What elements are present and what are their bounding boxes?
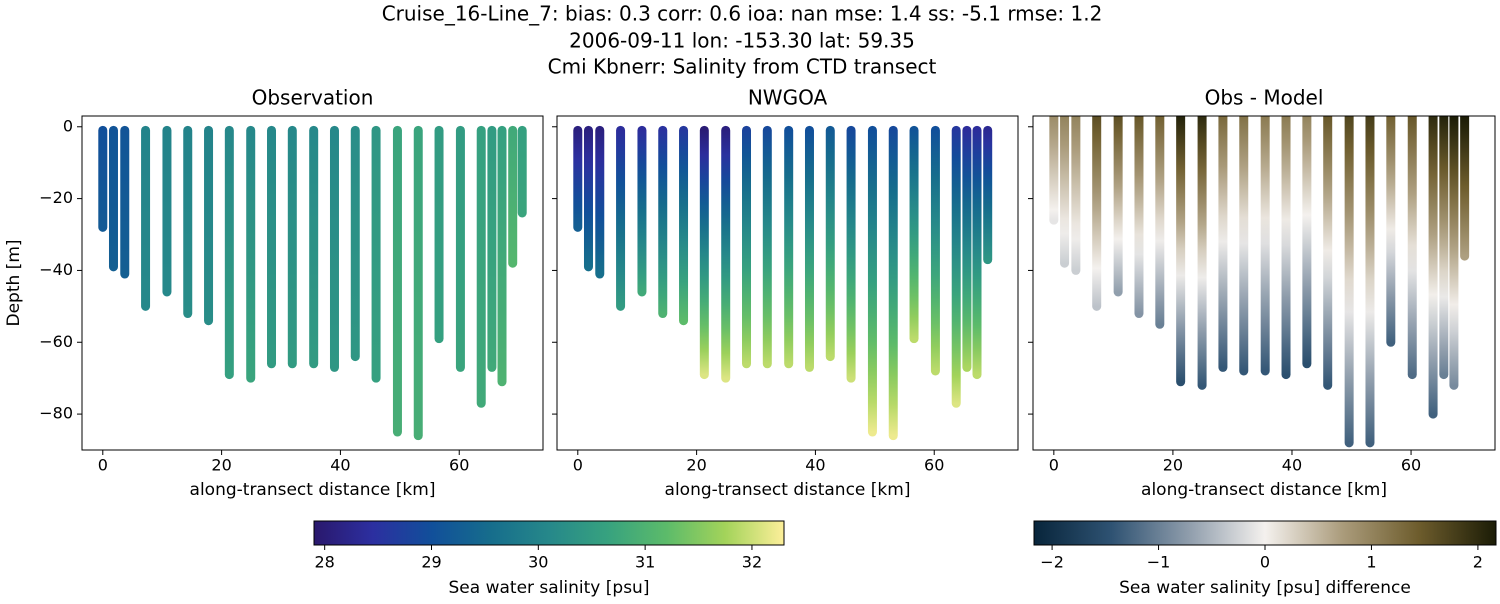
- x-tick-label: 0: [573, 456, 583, 475]
- y-tick-label: −40: [39, 260, 73, 279]
- plot-frame: [1032, 115, 1496, 451]
- plot-frame: [81, 115, 544, 451]
- colorbar-tick-label: −2: [1040, 553, 1064, 572]
- colorbar-tick-label: 2: [1473, 553, 1483, 572]
- colorbar: [1033, 520, 1497, 546]
- panel-title: Observation: [252, 86, 374, 110]
- x-axis-label: along-transect distance [km]: [665, 480, 911, 500]
- x-tick-label: 40: [805, 456, 825, 475]
- y-tick-label: −20: [39, 188, 73, 207]
- colorbar-tick-label: 32: [742, 553, 762, 572]
- x-tick-label: 60: [449, 456, 469, 475]
- y-tick-label: −80: [39, 404, 73, 423]
- plot-frame: [556, 115, 1019, 451]
- y-tick-label: 0: [63, 116, 73, 135]
- colorbar-label: Sea water salinity [psu]: [449, 578, 650, 598]
- x-tick-label: 0: [98, 456, 108, 475]
- x-tick-label: 20: [1163, 456, 1183, 475]
- casts: [98, 125, 527, 441]
- x-tick-label: 0: [1049, 456, 1059, 475]
- x-tick-label: 20: [686, 456, 706, 475]
- panel-title: Obs - Model: [1205, 86, 1324, 110]
- figure-subtitle: 2006-09-11 lon: -153.30 lat: 59.35: [569, 29, 915, 53]
- x-axis-label: along-transect distance [km]: [1141, 480, 1387, 500]
- y-axis-label: Depth [m]: [4, 239, 24, 326]
- casts: [1049, 116, 1470, 448]
- y-tick-label: −60: [39, 332, 73, 351]
- panel-title: NWGOA: [748, 86, 828, 110]
- colorbar-tick-label: 0: [1260, 553, 1270, 572]
- colorbar-tick-label: 28: [315, 553, 335, 572]
- casts: [573, 125, 993, 441]
- x-tick-label: 20: [211, 456, 231, 475]
- figure-title: Cruise_16-Line_7: bias: 0.3 corr: 0.6 io…: [382, 2, 1103, 26]
- colorbar-tick-label: 29: [421, 553, 441, 572]
- colorbar-tick-label: 31: [635, 553, 655, 572]
- x-tick-label: 40: [330, 456, 350, 475]
- colorbar-label: Sea water salinity [psu] difference: [1119, 578, 1411, 598]
- colorbar: [313, 520, 785, 546]
- colorbar-tick-label: 30: [528, 553, 548, 572]
- x-axis-label: along-transect distance [km]: [190, 480, 436, 500]
- colorbar-tick-label: 1: [1366, 553, 1376, 572]
- x-tick-label: 40: [1282, 456, 1302, 475]
- x-tick-label: 60: [1401, 456, 1421, 475]
- x-tick-label: 60: [924, 456, 944, 475]
- figure-subtitle: Cmi Kbnerr: Salinity from CTD transect: [548, 55, 937, 79]
- colorbar-tick-label: −1: [1147, 553, 1171, 572]
